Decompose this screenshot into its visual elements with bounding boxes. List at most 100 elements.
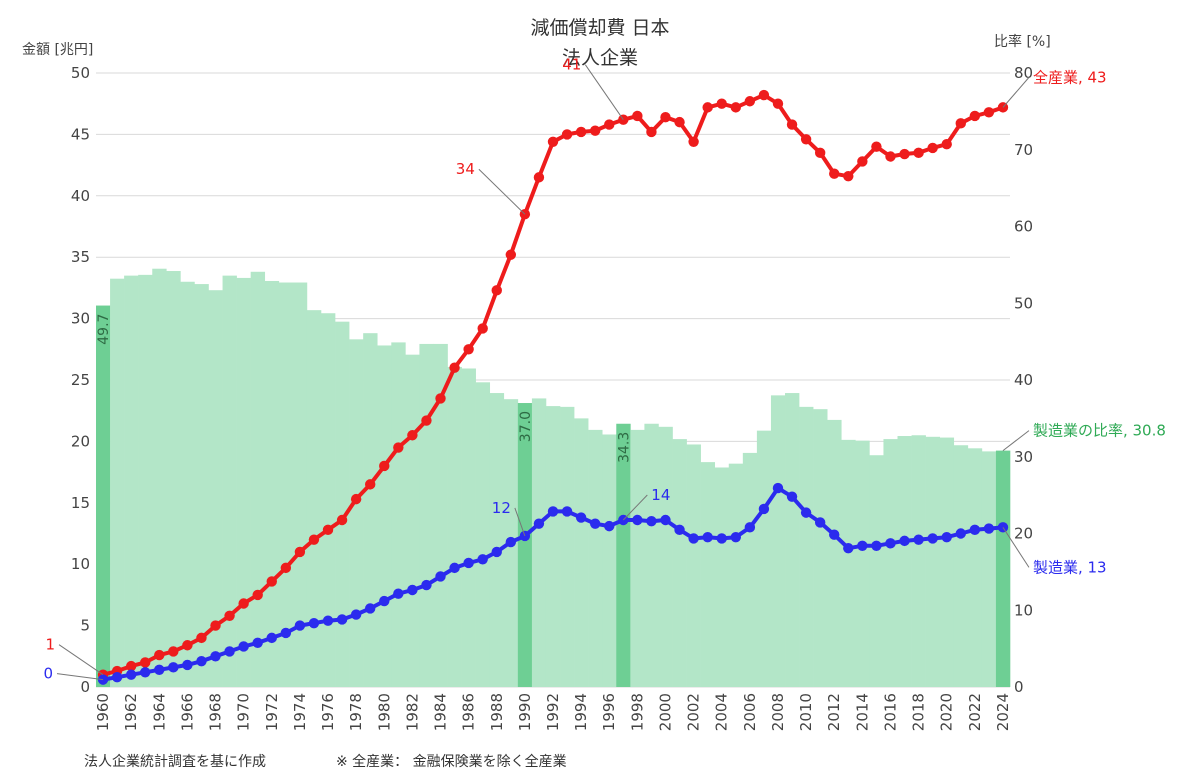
x-tick-label: 2006 xyxy=(741,693,759,731)
data-point xyxy=(393,588,404,599)
data-point xyxy=(505,536,517,548)
data-point xyxy=(983,523,995,534)
x-tick-label: 1966 xyxy=(178,693,196,731)
ratio-bar xyxy=(391,342,406,687)
ratio-bars xyxy=(96,268,1011,687)
left-tick-label: 10 xyxy=(71,555,90,573)
ratio-bar xyxy=(574,418,589,687)
data-point xyxy=(266,576,277,587)
leader-line xyxy=(478,168,526,215)
data-point xyxy=(168,646,179,657)
left-tick-label: 35 xyxy=(71,248,90,266)
ratio-bar xyxy=(897,436,912,687)
left-tick-label: 20 xyxy=(71,432,90,450)
right-axis-label: 比率 [%] xyxy=(994,33,1051,50)
x-tick-label: 1994 xyxy=(572,693,590,731)
data-point xyxy=(885,151,896,162)
data-point xyxy=(533,518,545,529)
ratio-bar xyxy=(644,423,659,687)
axis-ticks: 0 5 10 15 20 25 30 35 40 45 50 0 10 20 30 40 50 60 70 80 196… xyxy=(71,64,1033,731)
data-point xyxy=(252,589,263,601)
ratio-bar xyxy=(953,445,969,687)
ratio-bar xyxy=(630,429,645,687)
ratio-bar xyxy=(672,439,687,687)
annotation-label: 12 xyxy=(492,499,511,517)
right-tick-label: 10 xyxy=(1014,601,1033,619)
ratio-bar xyxy=(545,406,561,687)
data-point xyxy=(210,651,221,662)
data-point xyxy=(969,524,981,536)
data-point xyxy=(435,571,446,582)
data-point xyxy=(97,674,109,685)
ratio-bar xyxy=(180,281,195,687)
data-point xyxy=(702,531,713,543)
ratio-bar xyxy=(827,419,842,687)
data-point xyxy=(154,649,165,661)
ratio-bar xyxy=(96,305,111,687)
ratio-bar xyxy=(320,313,336,687)
x-tick-label: 1980 xyxy=(375,693,393,731)
x-tick-label: 1976 xyxy=(319,693,337,731)
data-point xyxy=(224,646,235,657)
right-tick-label: 50 xyxy=(1014,294,1033,312)
ratio-bar xyxy=(616,423,631,687)
data-point xyxy=(941,531,952,543)
x-tick-label: 2012 xyxy=(825,693,843,731)
data-point xyxy=(280,562,292,574)
data-point xyxy=(772,482,784,494)
definition-note: ※ 全産業： 金融保険業を除く全産業 xyxy=(336,753,567,770)
data-point xyxy=(843,543,854,554)
x-tick-label: 1962 xyxy=(122,693,140,731)
bar-value-label: 37.0 xyxy=(518,411,534,442)
ratio-bar xyxy=(855,440,870,687)
annotation-label: 製造業の比率, 30.8 xyxy=(1033,422,1166,440)
data-point xyxy=(350,493,362,505)
ratio-bar xyxy=(756,430,772,687)
data-point xyxy=(955,528,966,539)
data-point xyxy=(111,671,123,683)
right-tick-label: 0 xyxy=(1014,678,1024,696)
data-point xyxy=(477,323,488,334)
ratio-bar xyxy=(686,444,701,687)
data-point xyxy=(758,89,770,101)
data-point xyxy=(407,430,418,441)
data-point xyxy=(449,362,460,373)
annotation-label: 34 xyxy=(456,160,475,178)
right-tick-label: 30 xyxy=(1014,448,1033,466)
data-point xyxy=(800,134,812,145)
data-point xyxy=(322,524,334,536)
x-tick-label: 1996 xyxy=(600,693,618,731)
data-point xyxy=(913,534,924,545)
data-point xyxy=(702,102,713,113)
ratio-bar xyxy=(349,339,364,687)
data-point xyxy=(168,662,179,673)
leader-line xyxy=(56,673,104,681)
left-tick-label: 25 xyxy=(71,371,90,389)
chart-subtitle: 法人企業 xyxy=(562,47,638,69)
data-point xyxy=(857,156,868,167)
data-point xyxy=(730,531,741,543)
data-point xyxy=(688,533,699,544)
x-tick-label: 2024 xyxy=(994,693,1012,731)
data-point xyxy=(182,640,193,651)
leader-line xyxy=(584,64,624,120)
x-tick-label: 1984 xyxy=(432,693,450,731)
data-point xyxy=(632,110,643,122)
data-point xyxy=(140,657,151,668)
data-point xyxy=(814,517,826,528)
left-tick-label: 5 xyxy=(80,617,90,635)
data-point xyxy=(674,116,685,128)
data-point xyxy=(660,112,671,123)
data-point xyxy=(252,637,263,648)
chart-title: 減価償却費 日本 xyxy=(530,17,669,39)
data-point xyxy=(196,656,207,667)
ratio-bar xyxy=(110,278,125,687)
ratio-bar xyxy=(278,282,294,687)
data-point xyxy=(575,512,587,523)
data-point xyxy=(646,126,657,138)
data-point xyxy=(491,285,502,296)
data-point xyxy=(238,641,249,652)
x-tick-label: 1972 xyxy=(263,693,281,731)
